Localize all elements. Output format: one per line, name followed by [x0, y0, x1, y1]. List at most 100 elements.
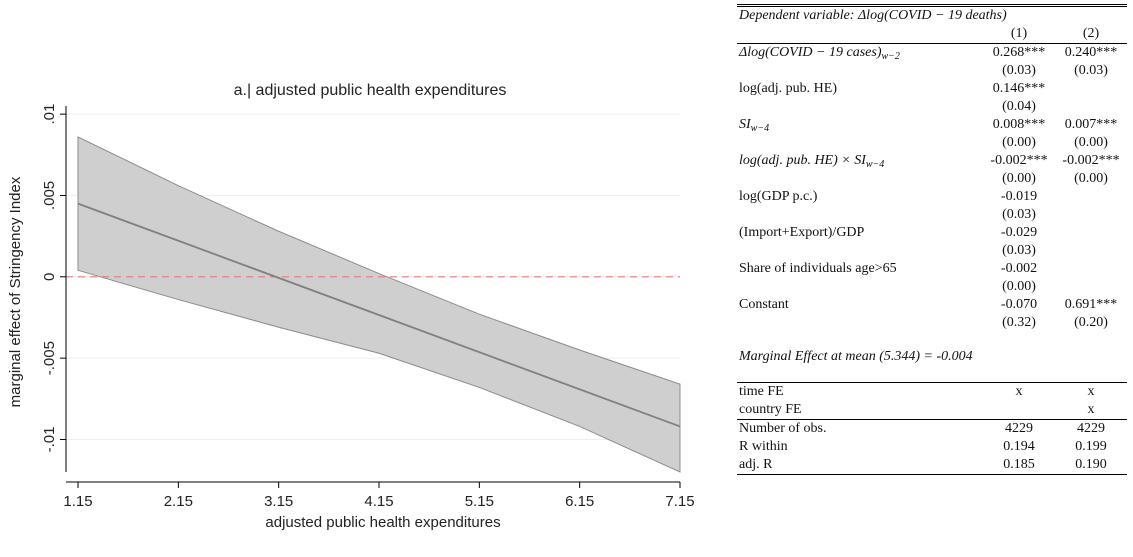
row-value-col2: [1055, 188, 1127, 206]
x-tick-label-5: 6.15: [565, 493, 594, 510]
row-value-col1: 0.008***: [992, 117, 1046, 132]
row-value-col2: [1055, 242, 1127, 260]
row-value-col2: [1055, 224, 1127, 242]
y-axis-label: marginal effect of Stringency Index: [7, 176, 24, 407]
regression-table-grid: Dependent variable: Δlog(COVID − 19 deat…: [737, 4, 1127, 475]
footer-value-col1: [983, 401, 1055, 420]
table-footer-row: R within 0.194 0.199: [737, 438, 1127, 456]
table-row: (0.03): [737, 206, 1127, 224]
row-value-col1: (0.03): [1002, 243, 1036, 258]
y-tick-label-2: 0: [41, 273, 58, 281]
confidence-band: [77, 136, 681, 473]
x-tick-label-6: 7.15: [665, 493, 694, 510]
row-value-col1: (0.00): [1002, 279, 1036, 294]
table-footer-row: time FE x x: [737, 382, 1127, 401]
footer-label: time FE: [737, 382, 983, 401]
row-value-col2: 0.007***: [1064, 117, 1118, 132]
regression-table: Dependent variable: Δlog(COVID − 19 deat…: [737, 4, 1127, 475]
table-footer-row: country FE x: [737, 401, 1127, 420]
row-value-col1: (0.03): [1002, 63, 1036, 78]
row-value-col2: [1055, 80, 1127, 98]
marginal-effect-row: Marginal Effect at mean (5.344) = -0.004: [737, 332, 1127, 383]
table-row: log(adj. pub. HE) 0.146***: [737, 80, 1127, 98]
marginal-effect-line-0: [77, 202, 681, 428]
x-tick-label-1: 2.15: [164, 493, 193, 510]
row-label: [737, 242, 983, 260]
row-value-col1: -0.070: [1000, 297, 1038, 312]
x-axis-label: adjusted public health expenditures: [265, 514, 500, 531]
chart-title: a.| adjusted public health expenditures: [234, 82, 507, 99]
column-1-header: (1): [1010, 26, 1028, 41]
table-row: (0.03) (0.03): [737, 62, 1127, 80]
row-label: [737, 98, 983, 116]
table-row: (0.04): [737, 98, 1127, 116]
dependent-variable-label: Dependent variable: Δlog(COVID − 19 deat…: [737, 4, 1127, 25]
table-row: (0.03): [737, 242, 1127, 260]
footer-value-col2: x: [1055, 382, 1127, 401]
table-header-row: Dependent variable: Δlog(COVID − 19 deat…: [737, 4, 1127, 25]
table-row: log(adj. pub. HE) × SIw−4 -0.002*** -0.002…: [737, 152, 1127, 170]
footer-value-col1: 0.194: [1003, 439, 1035, 454]
row-label: log(adj. pub. HE): [739, 81, 837, 96]
row-label: [737, 134, 983, 152]
footer-label: adj. R: [737, 456, 983, 475]
row-label: [737, 314, 983, 332]
row-value-col2: [1055, 260, 1127, 278]
row-label: [737, 278, 983, 296]
footer-value-col1: 0.185: [983, 456, 1055, 475]
row-label: [737, 206, 983, 224]
table-row: (0.00) (0.00): [737, 170, 1127, 188]
row-value-col1: 0.146***: [992, 81, 1046, 96]
marginal-effect-text: Marginal Effect at mean (5.344) = -0.004: [739, 349, 973, 364]
x-tick-label-4: 5.15: [465, 493, 494, 510]
table-row: (0.00): [737, 278, 1127, 296]
row-value-col1: (0.04): [1002, 99, 1036, 114]
footer-label: Number of obs.: [737, 419, 983, 438]
table-row: log(GDP p.c.) -0.019: [737, 188, 1127, 206]
row-value-col1: -0.002***: [990, 153, 1048, 168]
table-row: Constant -0.070 0.691***: [737, 296, 1127, 314]
row-label: [737, 62, 983, 80]
table-row: Share of individuals age>65 -0.002: [737, 260, 1127, 278]
footer-label: country FE: [739, 402, 802, 417]
row-value-col2: (0.20): [1074, 315, 1108, 330]
x-tick-label-0: 1.15: [63, 493, 92, 510]
table-row: (Import+Export)/GDP -0.029: [737, 224, 1127, 242]
row-value-col2: (0.00): [1074, 135, 1108, 150]
row-label: Share of individuals age>65: [739, 261, 897, 276]
row-label: log(adj. pub. HE) × SIw−4: [739, 153, 885, 170]
footer-value-col1: 4229: [983, 419, 1055, 438]
table-row: (0.00) (0.00): [737, 134, 1127, 152]
row-value-col1: -0.019: [1000, 189, 1038, 204]
row-value-col2: -0.002***: [1062, 153, 1120, 168]
row-value-col1: (0.00): [1002, 135, 1036, 150]
y-tick-label-3: .005: [41, 181, 58, 210]
row-value-col2: 0.691***: [1064, 297, 1118, 312]
footer-value-col2: 0.199: [1075, 439, 1107, 454]
row-value-col2: [1055, 206, 1127, 224]
table-footer-row: adj. R 0.185 0.190: [737, 456, 1127, 475]
row-label: [737, 170, 983, 188]
row-value-col1: 0.268***: [983, 43, 1055, 62]
table-row: (0.32) (0.20): [737, 314, 1127, 332]
row-value-col2: [1055, 98, 1127, 116]
footer-value-col2: 4229: [1055, 419, 1127, 438]
footer-label: R within: [739, 439, 788, 454]
table-row: Δlog(COVID − 19 cases)w−2 0.268*** 0.240**…: [737, 43, 1127, 62]
row-value-col2: (0.00): [1074, 171, 1108, 186]
row-value-col1: -0.029: [1000, 225, 1038, 240]
x-tick-label-3: 4.15: [364, 493, 393, 510]
row-value-col1: -0.002: [1000, 261, 1038, 276]
row-value-col2: (0.03): [1074, 63, 1108, 78]
footer-value-col2: x: [1087, 402, 1095, 417]
row-label: log(GDP p.c.): [739, 189, 818, 204]
row-label: (Import+Export)/GDP: [739, 225, 865, 240]
row-label: Constant: [739, 297, 789, 312]
y-tick-label-4: .01: [41, 104, 58, 125]
y-tick-label-1: -.005: [41, 341, 58, 375]
x-tick-label-2: 3.15: [264, 493, 293, 510]
marginal-effect-chart: -.01 -.005 0 .005 .01 1.15 2.15 3.15 4.15 5.15 6.1…: [7, 82, 695, 531]
y-tick-label-0: -.01: [41, 427, 58, 453]
chart-svg: -.01 -.005 0 .005 .01 1.15 2.15 3.15 4.15 5.15 6.1…: [7, 82, 695, 531]
table-column-header-row: (1) (2): [737, 25, 1127, 44]
